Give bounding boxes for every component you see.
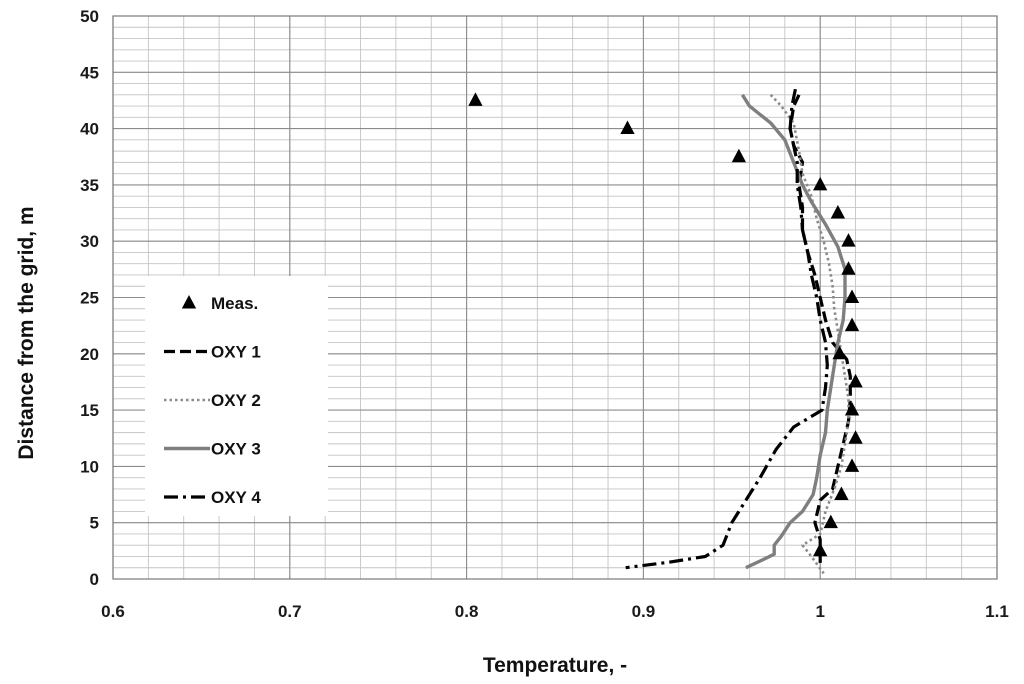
legend-items: Meas. OXY 1 OXY 2 OXY 3 OXY 4 [164, 294, 261, 507]
legend-label: Meas. [211, 294, 258, 313]
data-point-marker [844, 458, 860, 472]
legend-item-oxy-3: OXY 3 [164, 440, 261, 459]
y-tick-label: 45 [80, 63, 99, 82]
x-axis-title: Temperature, - [483, 654, 627, 677]
y-tick-label: 40 [80, 120, 99, 139]
legend-box [145, 276, 328, 516]
y-tick-label: 5 [90, 514, 99, 533]
y-tick-label: 15 [80, 401, 99, 420]
data-point-marker [848, 430, 863, 444]
y-tick-label: 35 [80, 176, 99, 195]
series-meas [468, 92, 863, 557]
series-line-oxy-2 [769, 93, 850, 575]
y-tick-label: 50 [80, 7, 99, 26]
y-tick-label: 20 [80, 345, 99, 364]
data-point-marker [731, 148, 747, 163]
series-layer [468, 88, 863, 575]
x-tick-label: 0.9 [632, 602, 656, 621]
legend-label: OXY 4 [211, 488, 261, 507]
data-point-marker [468, 92, 483, 106]
legend-item-oxy-2: OXY 2 [164, 391, 261, 410]
legend-item-oxy-1: OXY 1 [164, 343, 261, 362]
data-point-marker [813, 542, 828, 557]
y-tick-label: 25 [80, 289, 99, 308]
data-point-marker [841, 261, 856, 275]
y-axis-ticks: 0 5 10 15 20 25 30 35 40 45 50 [80, 7, 99, 589]
data-point-marker [813, 176, 828, 191]
data-point-marker [844, 289, 860, 303]
x-tick-label: 1 [815, 602, 824, 621]
x-axis-ticks: 0.6 0.7 0.8 0.9 1 1.1 [101, 602, 1009, 621]
data-point-marker [848, 373, 863, 388]
y-tick-label: 10 [80, 457, 99, 476]
series-line-oxy-4 [625, 88, 829, 570]
data-point-marker [823, 514, 838, 529]
legend-label: OXY 2 [211, 391, 261, 410]
x-tick-label: 1.1 [985, 602, 1009, 621]
x-tick-label: 0.8 [455, 602, 479, 621]
data-point-marker [620, 120, 635, 135]
legend-label: OXY 1 [211, 343, 261, 362]
x-tick-label: 0.6 [101, 602, 125, 621]
data-point-marker [834, 486, 849, 501]
y-tick-label: 0 [90, 570, 99, 589]
data-point-marker [844, 402, 860, 416]
legend-label: OXY 3 [211, 440, 261, 459]
plot-frame [112, 15, 998, 580]
legend-item-oxy-4: OXY 4 [164, 488, 261, 507]
legend: Meas. OXY 1 OXY 2 OXY 3 OXY 4 [145, 276, 328, 516]
data-point-marker [832, 345, 847, 360]
legend-item-meas: Meas. [181, 294, 258, 313]
y-axis-title: Distance from the grid, m [15, 206, 38, 459]
data-point-marker [844, 317, 860, 332]
x-tick-label: 0.7 [278, 602, 302, 621]
y-tick-label: 30 [80, 232, 99, 251]
legend-marker-triangle [181, 294, 197, 309]
data-point-marker [841, 233, 856, 247]
data-point-marker [830, 204, 846, 219]
